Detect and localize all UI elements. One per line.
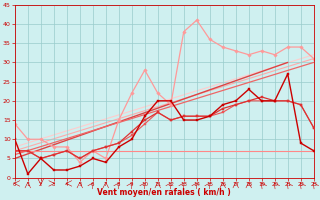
- X-axis label: Vent moyen/en rafales ( km/h ): Vent moyen/en rafales ( km/h ): [97, 188, 231, 197]
